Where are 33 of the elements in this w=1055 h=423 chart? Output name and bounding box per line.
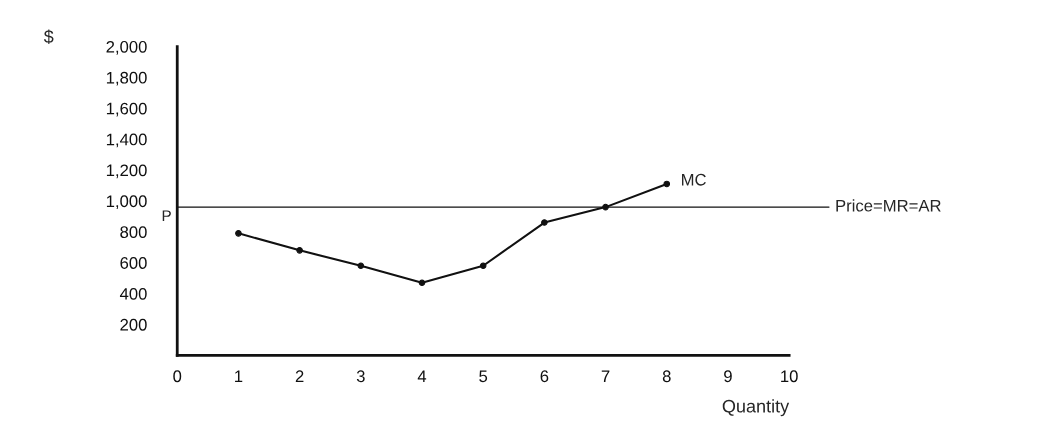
x-tick-label: 6	[540, 370, 549, 383]
y-tick-label: 1,600	[106, 102, 147, 117]
x-tick-label: 3	[356, 370, 365, 383]
point	[479, 262, 487, 270]
y-tick-label: 2,000	[106, 40, 147, 55]
x-tick-label: 5	[479, 370, 488, 383]
point	[418, 279, 426, 287]
y-tick-label: 1,400	[106, 133, 147, 148]
x-tick-label: 0	[173, 370, 182, 383]
y-tick-label: 1,000	[106, 195, 147, 210]
annotation: P	[162, 210, 171, 221]
y-tick-label: 1,200	[106, 164, 147, 179]
y-tick-label: 600	[120, 257, 147, 269]
y-axis-title: $	[43, 29, 54, 45]
x-tick-label: 1	[235, 370, 243, 382]
x-tick-label: 4	[417, 370, 427, 382]
x-axis-title: Quantity	[722, 399, 790, 417]
y-tick-label: 800	[120, 226, 147, 239]
y-tick-label: 400	[119, 287, 147, 300]
point	[357, 262, 365, 270]
point	[663, 180, 671, 188]
series-label: MC	[682, 173, 706, 186]
y-tick-label: 1,800	[106, 71, 147, 86]
y-tick-label: 200	[120, 318, 147, 331]
point	[296, 247, 303, 254]
point	[235, 230, 242, 237]
ref-line-label: Price=MR=AR	[836, 199, 941, 212]
x-tick-label: 2	[295, 370, 304, 382]
x-tick-label: 8	[662, 370, 671, 383]
x-tick-label: 7	[601, 370, 610, 382]
x-tick-label: 9	[724, 370, 732, 383]
x-tick-label: 10	[781, 370, 798, 383]
point	[541, 219, 548, 226]
